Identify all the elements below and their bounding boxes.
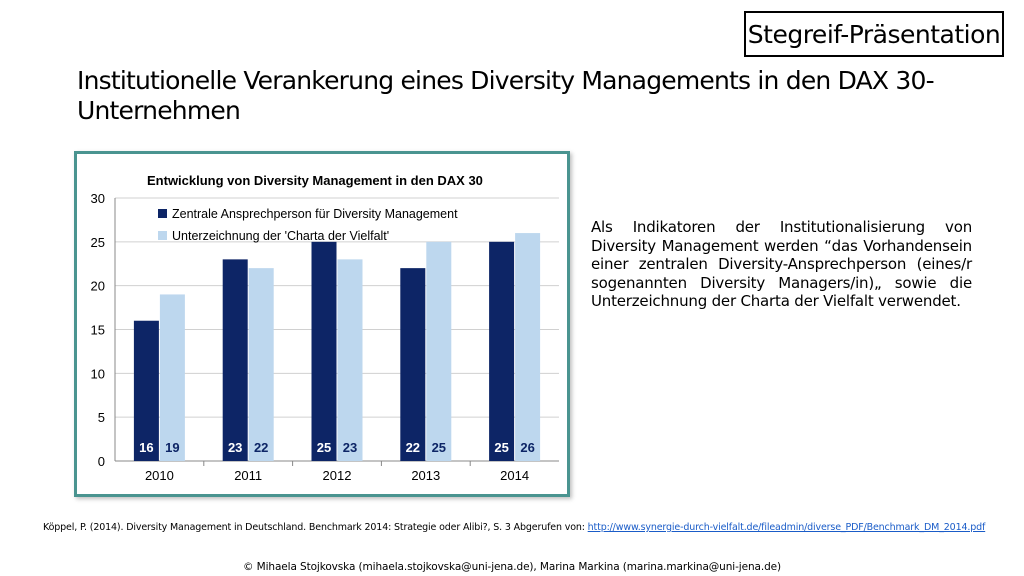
data-label: 26 xyxy=(520,440,534,455)
x-tick-label: 2014 xyxy=(500,468,529,483)
bar-chart: Entwicklung von Diversity Management in … xyxy=(77,154,567,494)
x-tick-label: 2010 xyxy=(145,468,174,483)
chart-title: Entwicklung von Diversity Management in … xyxy=(147,173,483,188)
bar-ansprechperson-2011 xyxy=(222,259,248,461)
x-tick-label: 2013 xyxy=(411,468,440,483)
data-label: 16 xyxy=(139,440,153,455)
bar-charta-2013 xyxy=(426,241,452,461)
y-tick-label: 20 xyxy=(91,279,105,294)
bar-charta-2012 xyxy=(337,259,363,461)
chart-panel: Entwicklung von Diversity Management in … xyxy=(74,151,570,497)
slide-body-text: Als Indikatoren der Institutionalisierun… xyxy=(591,218,972,310)
presentation-badge: Stegreif-Präsentation xyxy=(744,11,1004,57)
footer-copyright: © Mihaela Stojkovska (mihaela.stojkovska… xyxy=(242,561,782,573)
data-label: 25 xyxy=(494,440,508,455)
legend-label: Unterzeichnung der 'Charta der Vielfalt' xyxy=(172,229,389,243)
data-label: 19 xyxy=(165,440,179,455)
data-label: 23 xyxy=(343,440,357,455)
bar-charta-2010 xyxy=(159,294,185,461)
citation-text: Köppel, P. (2014). Diversity Management … xyxy=(43,522,588,533)
legend-swatch xyxy=(158,209,167,218)
legend-swatch xyxy=(158,231,167,240)
x-tick-label: 2011 xyxy=(234,468,262,483)
bar-ansprechperson-2010 xyxy=(133,320,159,461)
citation-link[interactable]: http://www.synergie-durch-vielfalt.de/fi… xyxy=(587,522,986,533)
data-label: 23 xyxy=(228,440,242,455)
data-label: 25 xyxy=(317,440,331,455)
slide-title: Institutionelle Verankerung eines Divers… xyxy=(77,66,935,125)
bar-ansprechperson-2014 xyxy=(489,241,515,461)
bar-ansprechperson-2012 xyxy=(311,241,337,461)
bar-ansprechperson-2013 xyxy=(400,268,426,461)
x-tick-label: 2012 xyxy=(323,468,352,483)
bar-charta-2011 xyxy=(248,268,274,461)
citation: Köppel, P. (2014). Diversity Management … xyxy=(43,522,1003,533)
y-tick-label: 30 xyxy=(91,191,105,206)
y-tick-label: 0 xyxy=(98,454,105,469)
data-label: 22 xyxy=(406,440,420,455)
data-label: 25 xyxy=(432,440,446,455)
bar-charta-2014 xyxy=(515,233,541,461)
y-tick-label: 5 xyxy=(98,410,105,425)
y-tick-label: 25 xyxy=(91,235,105,250)
data-label: 22 xyxy=(254,440,268,455)
y-tick-label: 15 xyxy=(91,323,105,338)
y-tick-label: 10 xyxy=(91,366,105,381)
legend-label: Zentrale Ansprechperson für Diversity Ma… xyxy=(172,207,458,221)
